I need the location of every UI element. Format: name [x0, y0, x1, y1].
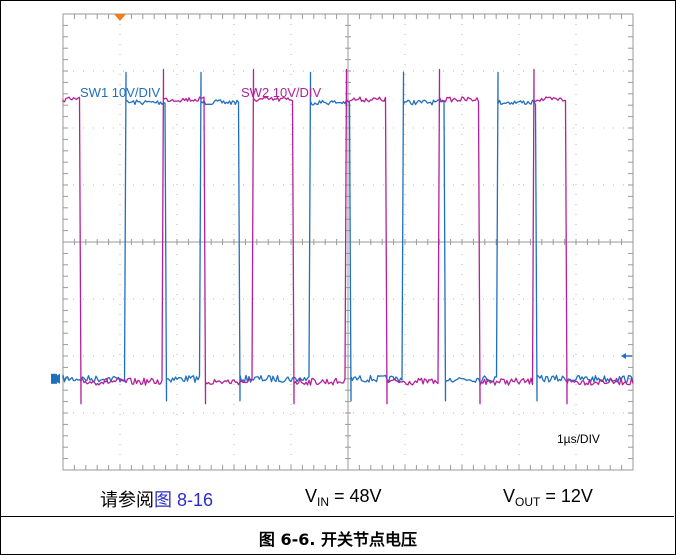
- vin-subscript: IN: [317, 495, 330, 509]
- vout-subscript: OUT: [515, 495, 541, 509]
- oscilloscope-chart: SW1 10V/DIV SW2 10V/DIV 1µs/DIV: [51, 13, 634, 471]
- vin-spec: VIN = 48V: [305, 486, 382, 509]
- trace-2: [62, 68, 634, 405]
- scope-grid: [62, 13, 634, 471]
- scope-markers: [51, 14, 632, 384]
- ch1-ground-marker-body: [51, 373, 57, 384]
- scope-traces: [62, 68, 634, 405]
- ch2-label: SW2 10V/DIV: [241, 85, 322, 100]
- vin-value: = 48V: [329, 486, 382, 506]
- vout-symbol: V: [503, 486, 516, 506]
- scope-labels: SW1 10V/DIV SW2 10V/DIV 1µs/DIV: [80, 85, 600, 446]
- figure-reference: 请参阅图 8-16: [100, 486, 213, 512]
- figure-caption: 图 6-6. 开关节点电压: [258, 530, 418, 549]
- trigger-level-arrowhead: [621, 353, 626, 359]
- ch1-label: SW1 10V/DIV: [80, 85, 161, 100]
- vout-spec: VOUT = 12V: [503, 486, 593, 509]
- timebase-label: 1µs/DIV: [557, 432, 600, 446]
- vin-symbol: V: [305, 486, 318, 506]
- reference-prefix: 请参阅: [100, 490, 154, 510]
- caption-divider: [0, 516, 674, 517]
- trigger-position-marker: [114, 14, 126, 21]
- vout-value: = 12V: [540, 486, 593, 506]
- reference-link[interactable]: 图 8-16: [154, 490, 214, 510]
